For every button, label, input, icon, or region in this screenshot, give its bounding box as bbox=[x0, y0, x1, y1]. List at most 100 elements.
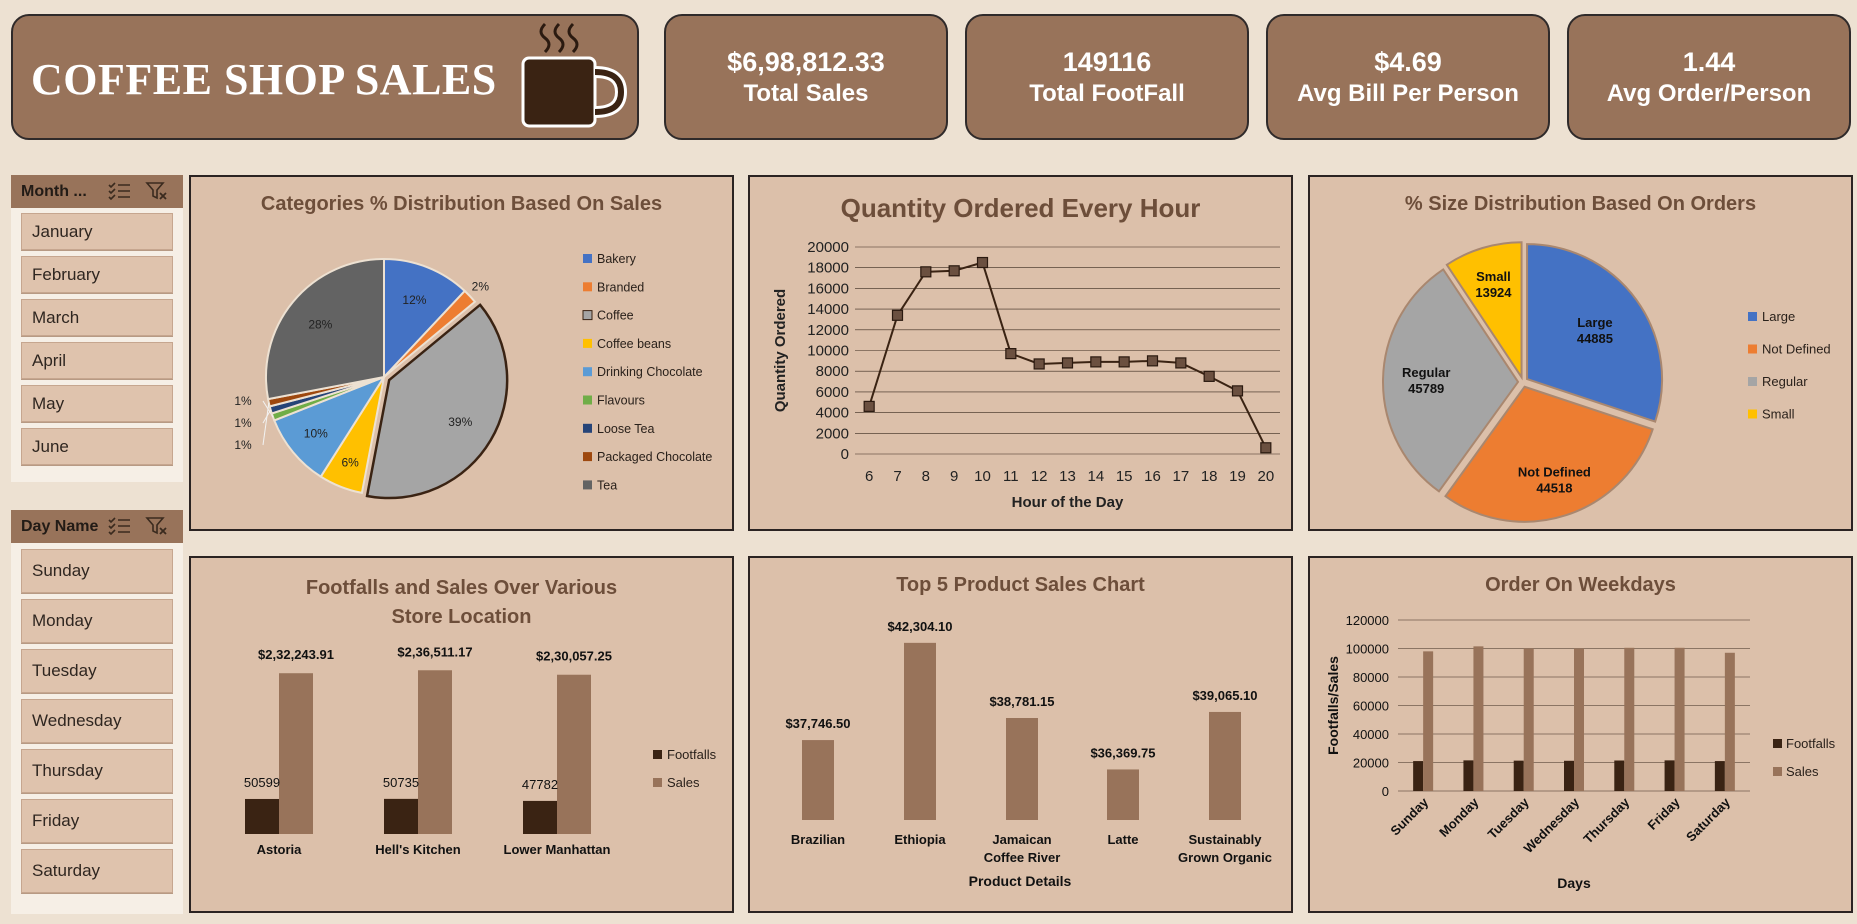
store-location-bar-chart: 50599 $2,32,243.91 Astoria 50735 $2,36,511.1… bbox=[244, 644, 717, 857]
y-tick-label: 12000 bbox=[807, 322, 849, 339]
legend-label: Bakery bbox=[597, 252, 637, 266]
day-item[interactable]: Wednesday bbox=[21, 699, 173, 743]
data-label: $2,36,511.17 bbox=[397, 644, 472, 659]
x-tick-label: 11 bbox=[1003, 468, 1019, 485]
y-axis-title: Quantity Ordered bbox=[772, 289, 789, 412]
kpi-label: Avg Bill Per Person bbox=[1297, 80, 1519, 107]
legend-swatch bbox=[1748, 409, 1757, 419]
day-item[interactable]: Sunday bbox=[21, 549, 173, 593]
legend-label: Coffee beans bbox=[597, 337, 671, 351]
data-point bbox=[948, 265, 960, 277]
x-tick-label: 19 bbox=[1229, 468, 1246, 485]
footfalls-bar bbox=[1664, 760, 1675, 791]
x-tick-label: Sunday bbox=[1387, 794, 1431, 838]
footfalls-bar bbox=[1614, 760, 1625, 791]
kpi-total-footfall: 149116 Total FootFall bbox=[965, 14, 1249, 140]
weekdays-bar-chart: 0 20000 40000 60000 80000 100000 120000 Sunday M… bbox=[1325, 613, 1836, 891]
x-tick-label: Monday bbox=[1436, 794, 1482, 840]
chart-title: Footfalls and Sales Over Various Store L… bbox=[305, 577, 618, 628]
legend-swatch bbox=[583, 423, 592, 433]
data-label: $36,369.75 bbox=[1090, 745, 1155, 760]
data-label: 2% bbox=[472, 280, 490, 294]
data-label: 6% bbox=[341, 456, 359, 470]
data-label: 1% bbox=[234, 394, 252, 408]
footfalls-bar bbox=[1463, 760, 1474, 791]
day-item[interactable]: Saturday bbox=[21, 849, 173, 893]
y-tick-label: 6000 bbox=[816, 384, 849, 401]
x-tick-label: Friday bbox=[1644, 794, 1683, 833]
x-tick-label: 10 bbox=[974, 468, 991, 485]
sales-bar bbox=[557, 674, 591, 834]
month-item[interactable]: January bbox=[21, 213, 173, 250]
data-label: $42,304.10 bbox=[887, 619, 952, 634]
y-tick-label: 4000 bbox=[816, 405, 849, 422]
legend-label: Not Defined bbox=[1762, 342, 1831, 357]
chart-title: Top 5 Product Sales Chart bbox=[896, 574, 1145, 596]
day-item[interactable]: Monday bbox=[21, 599, 173, 643]
chart-title: Quantity Ordered Every Hour bbox=[840, 193, 1201, 223]
footfalls-bar bbox=[523, 800, 557, 834]
y-tick-label: 0 bbox=[1382, 784, 1389, 799]
y-tick-label: 0 bbox=[841, 446, 849, 463]
day-item[interactable]: Friday bbox=[21, 799, 173, 843]
data-point bbox=[1118, 356, 1130, 368]
legend-label: Footfalls bbox=[667, 747, 717, 762]
x-tick-label: 17 bbox=[1172, 468, 1189, 485]
kpi-value: $4.69 bbox=[1374, 47, 1442, 77]
pie-slice bbox=[383, 257, 467, 380]
clear-filter-icon[interactable] bbox=[145, 181, 169, 201]
x-tick-label: 15 bbox=[1116, 468, 1133, 485]
category-pie-panel: Categories % Distribution Based On Sales… bbox=[189, 175, 734, 531]
day-item[interactable]: Tuesday bbox=[21, 649, 173, 693]
y-tick-label: 2000 bbox=[816, 425, 849, 442]
y-axis-title: Footfalls/Sales bbox=[1325, 656, 1341, 755]
slice-label: Small bbox=[1476, 269, 1511, 284]
store-location-panel: Footfalls and Sales Over Various Store L… bbox=[189, 556, 734, 913]
pie-slice bbox=[1526, 243, 1663, 423]
sales-bar bbox=[279, 673, 313, 834]
data-point bbox=[1146, 355, 1159, 367]
x-tick-label: 20 bbox=[1257, 468, 1274, 485]
x-tick-label: Lower Manhattan bbox=[504, 842, 611, 857]
multi-select-icon[interactable] bbox=[107, 516, 131, 536]
legend-swatch bbox=[583, 282, 592, 292]
month-item[interactable]: April bbox=[21, 342, 173, 379]
title-card: COFFEE SHOP SALES bbox=[11, 14, 639, 140]
pie-slice bbox=[272, 374, 387, 479]
kpi-label: Total Sales bbox=[743, 80, 869, 107]
footfalls-bar bbox=[1564, 760, 1574, 791]
product-bar bbox=[1006, 718, 1038, 820]
slicer-title: Day Name bbox=[21, 517, 99, 535]
data-label: $38,781.15 bbox=[989, 694, 1054, 709]
data-label: 47782 bbox=[522, 777, 558, 792]
data-label: 28% bbox=[308, 317, 332, 331]
clear-filter-icon[interactable] bbox=[145, 516, 169, 536]
legend-swatch bbox=[583, 338, 592, 348]
month-item[interactable]: February bbox=[21, 256, 173, 293]
legend-swatch bbox=[1773, 767, 1782, 776]
footfalls-bar bbox=[1413, 761, 1424, 791]
footfalls-bar bbox=[1513, 760, 1524, 791]
legend-label: Footfalls bbox=[1786, 736, 1836, 751]
data-label: 10% bbox=[304, 426, 328, 440]
month-item[interactable]: June bbox=[21, 428, 173, 465]
x-tick-label: Sustainably Grown Organic bbox=[1178, 832, 1272, 865]
data-point bbox=[1061, 357, 1074, 369]
x-tick-label: Brazilian bbox=[791, 832, 845, 847]
multi-select-icon[interactable] bbox=[107, 181, 131, 201]
legend-swatch bbox=[653, 778, 662, 787]
legend-label: Tea bbox=[597, 478, 617, 492]
slice-label: Regular bbox=[1402, 365, 1450, 380]
data-point bbox=[1231, 385, 1244, 397]
series-line bbox=[868, 261, 1267, 449]
coffee-cup-icon bbox=[521, 22, 628, 128]
month-item[interactable]: March bbox=[21, 299, 173, 336]
sales-bar bbox=[1674, 647, 1685, 791]
y-tick-label: 20000 bbox=[807, 239, 849, 256]
chart-title: Categories % Distribution Based On Sales bbox=[260, 193, 663, 215]
data-label: $2,32,243.91 bbox=[258, 647, 334, 662]
month-item[interactable]: May bbox=[21, 385, 173, 422]
day-item[interactable]: Thursday bbox=[21, 749, 173, 793]
slice-value: 44885 bbox=[1577, 331, 1613, 346]
